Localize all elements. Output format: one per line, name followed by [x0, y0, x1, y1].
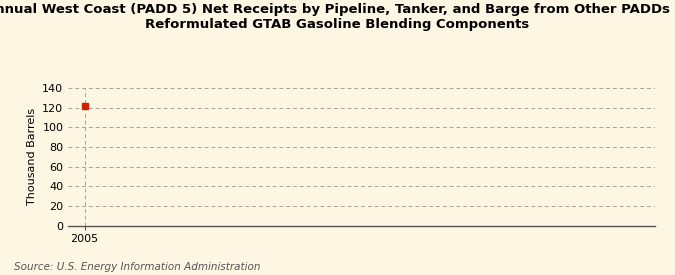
Text: Source: U.S. Energy Information Administration: Source: U.S. Energy Information Administ…: [14, 262, 260, 272]
Text: Annual West Coast (PADD 5) Net Receipts by Pipeline, Tanker, and Barge from Othe: Annual West Coast (PADD 5) Net Receipts …: [0, 3, 675, 31]
Y-axis label: Thousand Barrels: Thousand Barrels: [26, 108, 36, 205]
